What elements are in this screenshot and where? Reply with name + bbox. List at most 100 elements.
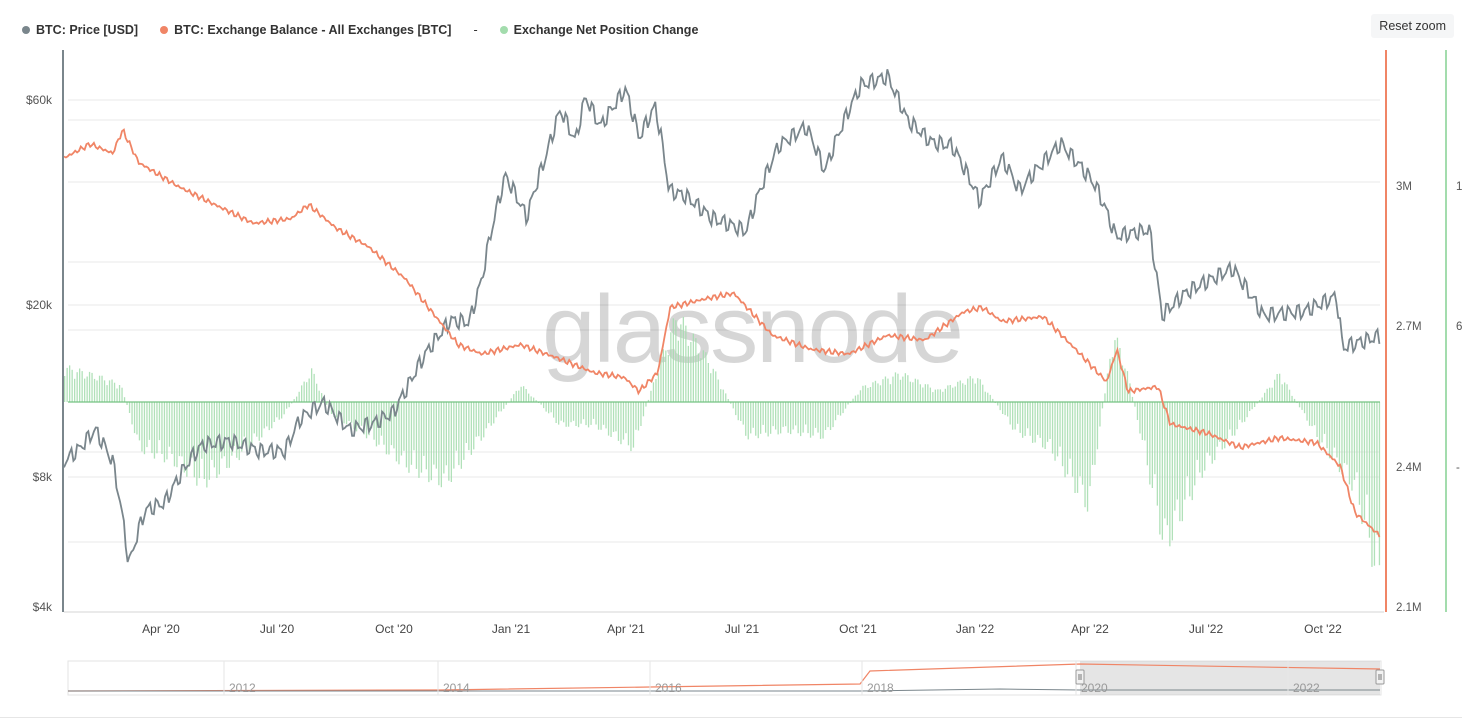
netpos-bar bbox=[358, 402, 360, 428]
netpos-bar bbox=[984, 391, 986, 402]
x-tick: Apr '22 bbox=[1071, 622, 1109, 636]
netpos-bar bbox=[490, 402, 492, 426]
netpos-bar bbox=[839, 402, 842, 416]
netpos-bar bbox=[1219, 402, 1221, 442]
netpos-bar bbox=[1081, 402, 1084, 485]
y-right2-tick: 1 bbox=[1456, 181, 1462, 193]
netpos-bar bbox=[977, 378, 979, 402]
netpos-bar bbox=[131, 402, 133, 425]
netpos-bar bbox=[116, 388, 118, 402]
netpos-bar bbox=[770, 402, 772, 434]
netpos-bar bbox=[1301, 402, 1303, 410]
netpos-bar bbox=[1154, 402, 1156, 475]
netpos-bar bbox=[834, 402, 837, 421]
netpos-bar bbox=[672, 318, 674, 402]
netpos-bar bbox=[1348, 402, 1351, 485]
netpos-bar bbox=[909, 381, 911, 402]
netpos-bar bbox=[814, 402, 817, 428]
netpos-bar bbox=[186, 402, 188, 477]
netpos-bar bbox=[760, 402, 762, 434]
netpos-bar bbox=[513, 394, 515, 402]
netpos-bar bbox=[917, 379, 919, 402]
netpos-bar bbox=[141, 402, 143, 452]
netpos-bar bbox=[1216, 402, 1218, 447]
navigator-handle-icon[interactable] bbox=[1075, 669, 1085, 685]
netpos-bar bbox=[1284, 382, 1286, 402]
netpos-bar bbox=[775, 402, 777, 430]
netpos-bar bbox=[393, 402, 395, 449]
netpos-bar bbox=[480, 402, 482, 441]
netpos-bar bbox=[912, 382, 914, 402]
netpos-bar bbox=[864, 385, 867, 402]
netpos-bar bbox=[1321, 402, 1323, 443]
netpos-bar bbox=[1114, 340, 1116, 402]
netpos-bar bbox=[500, 402, 502, 412]
netpos-bar bbox=[485, 402, 487, 429]
netpos-bar bbox=[1189, 402, 1191, 497]
netpos-bar bbox=[378, 402, 380, 445]
netpos-bar bbox=[954, 386, 956, 402]
netpos-bar bbox=[600, 402, 602, 430]
netpos-bar bbox=[580, 402, 582, 424]
netpos-bar bbox=[488, 402, 490, 424]
netpos-bar bbox=[675, 320, 677, 402]
navigator-tick: 2016 bbox=[655, 681, 682, 695]
netpos-bar bbox=[992, 398, 994, 402]
netpos-bar bbox=[607, 402, 610, 436]
netpos-bar bbox=[1039, 402, 1041, 438]
reset-zoom-button[interactable]: Reset zoom bbox=[1371, 14, 1454, 38]
netpos-bar bbox=[1136, 402, 1139, 420]
netpos-bar bbox=[782, 402, 784, 427]
netpos-bar bbox=[535, 400, 537, 402]
netpos-bar bbox=[306, 382, 308, 402]
netpos-bar bbox=[1269, 387, 1271, 402]
netpos-bar bbox=[745, 402, 747, 436]
netpos-bar bbox=[193, 402, 195, 478]
netpos-bar bbox=[465, 402, 467, 443]
netpos-bar bbox=[824, 402, 827, 430]
legend-item-price[interactable]: BTC: Price [USD] bbox=[22, 23, 138, 37]
legend-item-netpos[interactable]: Exchange Net Position Change bbox=[499, 23, 698, 37]
netpos-bar bbox=[248, 402, 250, 452]
netpos-bar bbox=[256, 402, 258, 437]
netpos-bar bbox=[1311, 402, 1313, 427]
netpos-bar bbox=[700, 358, 702, 402]
netpos-bar bbox=[565, 402, 567, 427]
netpos-bar bbox=[1007, 402, 1009, 417]
netpos-bar bbox=[1318, 402, 1321, 444]
netpos-bar bbox=[213, 402, 215, 468]
netpos-bar bbox=[587, 402, 590, 428]
netpos-bar bbox=[533, 397, 535, 402]
netpos-bar bbox=[902, 376, 904, 402]
netpos-dot-icon bbox=[499, 26, 508, 34]
netpos-bar bbox=[665, 350, 667, 402]
netpos-bar bbox=[271, 402, 273, 429]
netpos-bar bbox=[291, 402, 293, 404]
netpos-bar bbox=[577, 402, 580, 428]
x-tick: Oct '20 bbox=[375, 622, 413, 636]
netpos-bar bbox=[1343, 402, 1346, 464]
legend-item-balance[interactable]: BTC: Exchange Balance - All Exchanges [B… bbox=[160, 23, 451, 37]
netpos-bar bbox=[755, 402, 757, 436]
netpos-bar bbox=[680, 324, 682, 402]
netpos-bar bbox=[1051, 402, 1054, 454]
netpos-bar bbox=[1346, 402, 1348, 465]
netpos-bar bbox=[263, 402, 265, 429]
netpos-bar bbox=[1206, 402, 1208, 453]
netpos-bar bbox=[595, 402, 597, 425]
netpos-bar bbox=[972, 378, 974, 402]
x-tick: Jan '21 bbox=[492, 622, 531, 636]
navigator-tick: 2022 bbox=[1293, 681, 1320, 695]
y-right-tick: 2.4M bbox=[1396, 462, 1422, 474]
netpos-bar bbox=[997, 402, 999, 406]
netpos-bar bbox=[1336, 402, 1338, 458]
netpos-bar bbox=[450, 402, 452, 482]
netpos-bar bbox=[268, 402, 270, 431]
netpos-bar bbox=[1293, 398, 1296, 402]
netpos-bar bbox=[171, 402, 173, 454]
netpos-bar bbox=[353, 402, 355, 430]
navigator-handle-icon[interactable] bbox=[1375, 669, 1385, 685]
netpos-bar bbox=[1378, 402, 1381, 566]
netpos-bar bbox=[118, 385, 121, 402]
